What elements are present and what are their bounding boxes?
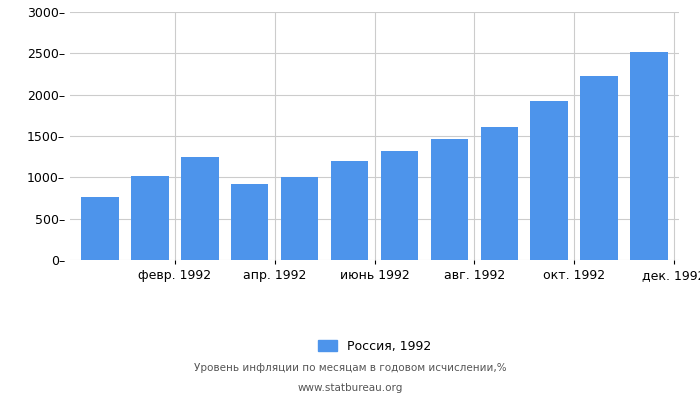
Bar [231, 184, 268, 260]
Bar [181, 157, 218, 260]
Bar [630, 52, 668, 260]
Bar [531, 101, 568, 260]
Text: Уровень инфляции по месяцам в годовом исчислении,%: Уровень инфляции по месяцам в годовом ис… [194, 363, 506, 373]
Legend: Россия, 1992: Россия, 1992 [313, 335, 436, 358]
Bar [430, 139, 468, 260]
Bar [281, 176, 318, 260]
Bar [580, 76, 618, 260]
Bar [131, 176, 169, 260]
Bar [381, 151, 418, 260]
Text: www.statbureau.org: www.statbureau.org [298, 383, 402, 393]
Bar [81, 197, 119, 260]
Bar [481, 127, 518, 260]
Bar [331, 161, 368, 260]
